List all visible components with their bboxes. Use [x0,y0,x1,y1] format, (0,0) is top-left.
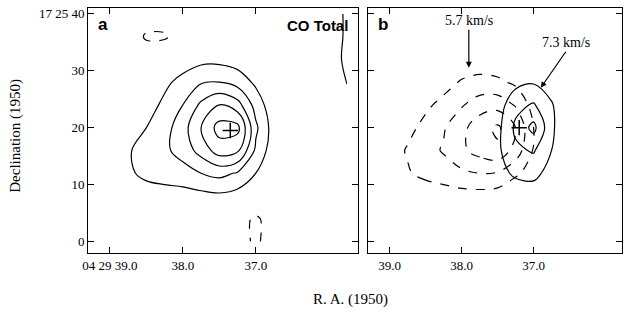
svg-text:04 29 39.0: 04 29 39.0 [82,258,137,273]
svg-text:20: 20 [71,120,84,135]
svg-text:Declination (1950): Declination (1950) [7,79,24,193]
svg-text:0: 0 [78,234,85,249]
svg-text:38.0: 38.0 [450,258,473,273]
svg-text:39.0: 39.0 [378,258,401,273]
svg-text:10: 10 [71,177,84,192]
svg-text:a: a [98,15,108,34]
svg-text:R. A. (1950): R. A. (1950) [313,291,388,308]
svg-text:5.7 km/s: 5.7 km/s [445,13,493,28]
svg-text:30: 30 [71,63,84,78]
svg-text:17 25 40: 17 25 40 [39,6,85,21]
svg-text:b: b [378,15,388,34]
svg-text:38.0: 38.0 [171,258,194,273]
svg-text:CO Total: CO Total [287,17,348,34]
svg-text:37.0: 37.0 [522,258,545,273]
svg-text:37.0: 37.0 [244,258,267,273]
svg-text:7.3 km/s: 7.3 km/s [542,35,590,50]
